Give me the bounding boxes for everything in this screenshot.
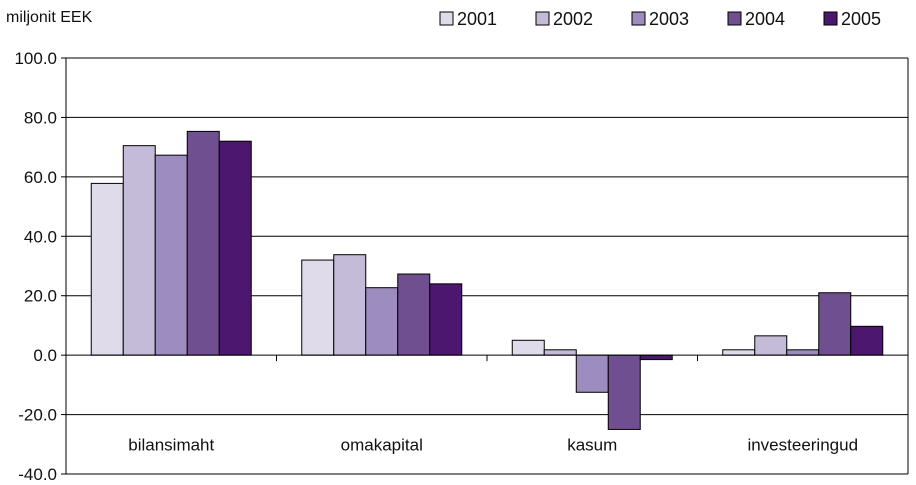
bar-investeeringud-2004 — [818, 292, 852, 356]
legend: 2001 2002 2003 2004 2005 — [439, 9, 881, 29]
legend-swatch-2005 — [823, 11, 838, 26]
bar-kasum-2003 — [575, 354, 609, 393]
bar-kasum-2002 — [543, 349, 577, 356]
bar-investeeringud-2003 — [786, 349, 820, 356]
legend-label-2001: 2001 — [457, 9, 497, 29]
bar-bilansimaht-2002 — [122, 145, 156, 356]
y-tick-label: 20.0 — [24, 287, 57, 306]
legend-swatch-2001 — [439, 11, 454, 26]
y-tick-label: 80.0 — [24, 108, 57, 127]
axes — [61, 57, 908, 475]
category-label-kasum: kasum — [567, 435, 617, 454]
y-tick-label: 0.0 — [33, 346, 57, 365]
legend-swatch-2004 — [727, 11, 742, 26]
bar-omakapital-2002 — [333, 254, 367, 356]
category-labels: bilansimaht omakapital kasum investeeringud — [128, 435, 858, 454]
bar-kasum-2001 — [511, 339, 545, 356]
category-label-investeeringud: investeeringud — [747, 435, 858, 454]
legend-label-2003: 2003 — [649, 9, 689, 29]
legend-swatch-2003 — [631, 11, 646, 26]
bar-omakapital-2004 — [397, 273, 431, 356]
bar-investeeringud-2005 — [850, 325, 884, 356]
category-label-omakapital: omakapital — [341, 435, 423, 454]
y-tick-label: 100.0 — [14, 49, 57, 68]
legend-label-2004: 2004 — [745, 9, 785, 29]
legend-label-2005: 2005 — [841, 9, 881, 29]
bar-bilansimaht-2003 — [154, 154, 188, 356]
legend-label-2002: 2002 — [553, 9, 593, 29]
bar-omakapital-2001 — [301, 259, 335, 356]
bar-investeeringud-2002 — [754, 335, 788, 356]
unit-label: miljonit EEK — [6, 9, 93, 26]
bar-bilansimaht-2005 — [218, 140, 252, 356]
y-axis-labels: -40.0 -20.0 0.0 20.0 40.0 60.0 80.0 100.0 — [14, 49, 57, 484]
bar-bilansimaht-2004 — [186, 130, 220, 356]
y-tick-label: 60.0 — [24, 168, 57, 187]
y-tick-label: -40.0 — [18, 465, 57, 484]
y-tick-label: -20.0 — [18, 406, 57, 425]
category-label-bilansimaht: bilansimaht — [128, 435, 214, 454]
legend-swatch-2002 — [535, 11, 550, 26]
bar-omakapital-2005 — [429, 283, 463, 356]
bars — [90, 130, 884, 430]
bar-bilansimaht-2001 — [90, 182, 124, 356]
bar-investeeringud-2001 — [722, 349, 756, 356]
bar-omakapital-2003 — [365, 287, 399, 356]
bar-kasum-2005 — [639, 354, 673, 361]
bar-kasum-2004 — [607, 354, 641, 430]
y-tick-label: 40.0 — [24, 227, 57, 246]
